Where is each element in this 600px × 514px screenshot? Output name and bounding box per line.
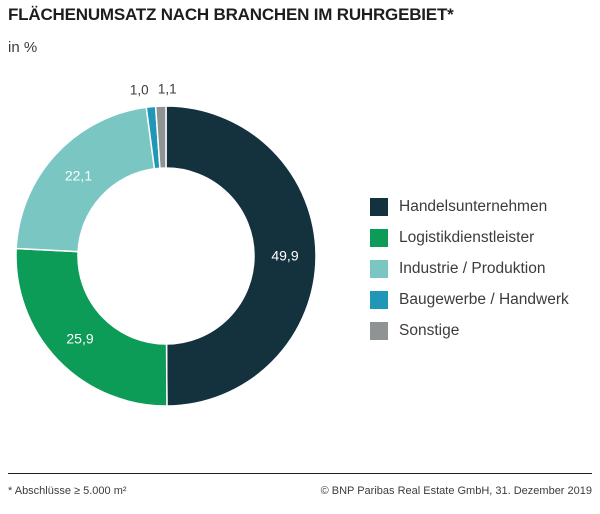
legend-label: Sonstige xyxy=(399,322,460,339)
slice-value-label: 1,1 xyxy=(158,82,177,97)
legend-item: Baugewerbe / Handwerk xyxy=(370,291,569,309)
legend-swatch xyxy=(370,229,388,247)
page-title: FLÄCHENUMSATZ NACH BRANCHEN IM RUHRGEBIE… xyxy=(8,5,454,24)
donut-slice xyxy=(15,247,168,407)
legend-label: Baugewerbe / Handwerk xyxy=(399,291,569,308)
slice-value-label: 22,1 xyxy=(65,167,92,183)
legend-swatch xyxy=(370,291,388,309)
legend-label: Industrie / Produktion xyxy=(399,260,546,277)
footer: * Abschlüsse ≥ 5.000 m² © BNP Paribas Re… xyxy=(8,485,592,497)
chart-unit-label: in % xyxy=(8,39,38,56)
copyright: © BNP Paribas Real Estate GmbH, 31. Deze… xyxy=(320,485,592,497)
footnote: * Abschlüsse ≥ 5.000 m² xyxy=(8,485,127,497)
legend-item: Industrie / Produktion xyxy=(370,260,569,278)
donut-slice xyxy=(15,106,156,253)
legend-item: Logistikdienstleister xyxy=(370,229,569,247)
legend-label: Handelsunternehmen xyxy=(399,198,548,215)
slice-value-label: 25,9 xyxy=(66,330,93,346)
legend-swatch xyxy=(370,322,388,340)
footer-divider xyxy=(8,473,592,474)
chart-legend: Handelsunternehmen Logistikdienstleister I… xyxy=(370,198,569,353)
legend-item: Sonstige xyxy=(370,322,569,340)
slice-value-label: 1,0 xyxy=(130,82,149,97)
slice-value-label: 49,9 xyxy=(271,248,298,264)
legend-swatch xyxy=(370,198,388,216)
donut-slice xyxy=(165,105,317,407)
legend-label: Logistikdienstleister xyxy=(399,229,535,246)
legend-item: Handelsunternehmen xyxy=(370,198,569,216)
legend-swatch xyxy=(370,260,388,278)
donut-slice xyxy=(154,105,167,169)
